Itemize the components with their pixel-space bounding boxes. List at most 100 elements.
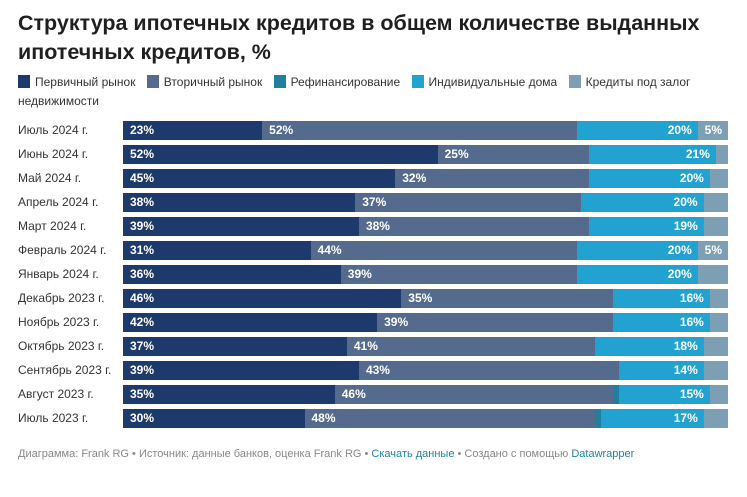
data-label: 39% bbox=[130, 363, 155, 377]
data-label: 37% bbox=[362, 195, 387, 209]
data-label: 5% bbox=[704, 123, 722, 137]
data-label: 17% bbox=[673, 411, 698, 425]
bar-segment-property-collateral bbox=[703, 193, 728, 212]
bar-segment-primary: 37% bbox=[123, 337, 347, 356]
stacked-bar: 42% 39% 16% bbox=[123, 313, 728, 332]
legend-item-secondary: Вторичный рынок bbox=[146, 75, 262, 89]
bar-segment-property-collateral bbox=[709, 289, 728, 308]
chart-credit: Диаграмма: Frank RG bbox=[18, 448, 129, 460]
data-label: 46% bbox=[341, 387, 366, 401]
footer: Диаграмма: Frank RG • Источник: данные б… bbox=[18, 448, 634, 460]
chart-row: Февраль 2024 г. 31% 44% 20% 5% bbox=[0, 241, 747, 260]
source-note: Источник: данные банков, оценка Frank RG bbox=[138, 448, 362, 460]
category-label: Июль 2023 г. bbox=[18, 411, 89, 425]
data-label: 48% bbox=[311, 411, 336, 425]
data-label: 38% bbox=[130, 195, 155, 209]
data-label: 32% bbox=[402, 171, 427, 185]
bar-segment-individual: 16% bbox=[613, 289, 710, 308]
bar-segment-individual: 16% bbox=[613, 313, 710, 332]
data-label: 16% bbox=[679, 315, 704, 329]
stacked-bar: 36% 39% 20% bbox=[123, 265, 728, 284]
bar-segment-property-collateral bbox=[703, 337, 728, 356]
bar-segment-primary: 39% bbox=[123, 217, 359, 236]
bar-segment-property-collateral: 5% bbox=[697, 121, 728, 140]
bar-segment-primary: 23% bbox=[123, 121, 263, 140]
bar-segment-property-collateral bbox=[703, 409, 728, 428]
bar-segment-individual: 20% bbox=[576, 265, 698, 284]
data-label: 45% bbox=[130, 171, 155, 185]
legend-swatch bbox=[18, 75, 30, 88]
category-label: Декабрь 2023 г. bbox=[18, 291, 105, 305]
bar-segment-secondary: 39% bbox=[377, 313, 614, 332]
data-label: 30% bbox=[130, 411, 155, 425]
data-label: 39% bbox=[347, 267, 372, 281]
bar-segment-primary: 45% bbox=[123, 169, 396, 188]
bar-segment-primary: 52% bbox=[123, 145, 438, 164]
stacked-bar: 46% 35% 16% bbox=[123, 289, 728, 308]
data-label: 46% bbox=[130, 291, 155, 305]
bar-segment-individual: 20% bbox=[588, 169, 710, 188]
stacked-bar: 45% 32% 20% bbox=[123, 169, 728, 188]
bar-segment-property-collateral: 5% bbox=[697, 241, 728, 260]
bar-segment-secondary: 44% bbox=[310, 241, 577, 260]
data-label: 52% bbox=[130, 147, 155, 161]
chart-row: Август 2023 г. 35% 46% 15% bbox=[0, 385, 747, 404]
category-label: Июль 2024 г. bbox=[18, 123, 89, 137]
bar-segment-secondary: 48% bbox=[304, 409, 595, 428]
legend: Первичный рынок Вторичный рынок Рефинанс… bbox=[18, 73, 708, 111]
legend-swatch bbox=[273, 75, 286, 88]
data-label: 21% bbox=[685, 147, 710, 161]
data-label: 36% bbox=[130, 267, 155, 281]
data-label: 42% bbox=[130, 315, 155, 329]
datawrapper-link[interactable]: Datawrapper bbox=[571, 448, 635, 460]
data-label: 25% bbox=[444, 147, 469, 161]
bar-segment-individual: 17% bbox=[600, 409, 704, 428]
data-label: 37% bbox=[130, 339, 155, 353]
bar-segment-property-collateral bbox=[709, 385, 728, 404]
stacked-bar: 39% 43% 14% bbox=[123, 361, 728, 380]
legend-item-primary: Первичный рынок bbox=[18, 75, 135, 89]
download-data-link[interactable]: Скачать данные bbox=[371, 448, 455, 460]
category-label: Август 2023 г. bbox=[18, 387, 94, 401]
created-with-text: Создано с помощью bbox=[464, 448, 569, 460]
stacked-bar: 23% 52% 20% 5% bbox=[123, 121, 728, 140]
data-label: 20% bbox=[667, 123, 692, 137]
category-label: Февраль 2024 г. bbox=[18, 243, 107, 257]
bar-segment-individual: 19% bbox=[588, 217, 704, 236]
bar-segment-individual: 15% bbox=[619, 385, 710, 404]
data-label: 18% bbox=[673, 339, 698, 353]
bar-segment-property-collateral bbox=[697, 265, 728, 284]
legend-swatch bbox=[568, 75, 581, 88]
bar-segment-individual: 20% bbox=[581, 193, 704, 212]
bar-segment-refinancing bbox=[613, 385, 620, 404]
data-label: 20% bbox=[667, 243, 692, 257]
chart-row: Сентябрь 2023 г. 39% 43% 14% bbox=[0, 361, 747, 380]
data-label: 15% bbox=[679, 387, 704, 401]
stacked-bar: 31% 44% 20% 5% bbox=[123, 241, 728, 260]
bar-segment-individual: 14% bbox=[619, 361, 704, 380]
data-label: 16% bbox=[679, 291, 704, 305]
bar-segment-primary: 31% bbox=[123, 241, 311, 260]
category-label: Июнь 2024 г. bbox=[18, 147, 89, 161]
chart-row: Декабрь 2023 г. 46% 35% 16% bbox=[0, 289, 747, 308]
data-label: 20% bbox=[679, 171, 704, 185]
bar-segment-property-collateral bbox=[703, 217, 728, 236]
data-label: 31% bbox=[130, 243, 155, 257]
chart-row: Июль 2023 г. 30% 48% 17% bbox=[0, 409, 747, 428]
data-label: 41% bbox=[353, 339, 378, 353]
bar-segment-individual: 20% bbox=[576, 121, 698, 140]
separator: • bbox=[129, 448, 139, 460]
category-label: Март 2024 г. bbox=[18, 219, 87, 233]
bar-segment-primary: 36% bbox=[123, 265, 341, 284]
stacked-bar: 38% 37% 20% bbox=[123, 193, 728, 212]
data-label: 39% bbox=[384, 315, 409, 329]
data-label: 5% bbox=[704, 243, 722, 257]
data-label: 35% bbox=[130, 387, 155, 401]
chart-row: Март 2024 г. 39% 38% 19% bbox=[0, 217, 747, 236]
bar-segment-property-collateral bbox=[709, 169, 728, 188]
chart-row: Октябрь 2023 г. 37% 41% 18% bbox=[0, 337, 747, 356]
bar-segment-primary: 46% bbox=[123, 289, 402, 308]
category-label: Сентябрь 2023 г. bbox=[18, 363, 112, 377]
bar-segment-property-collateral bbox=[709, 313, 728, 332]
legend-item-refinancing: Рефинансирование bbox=[273, 75, 400, 89]
